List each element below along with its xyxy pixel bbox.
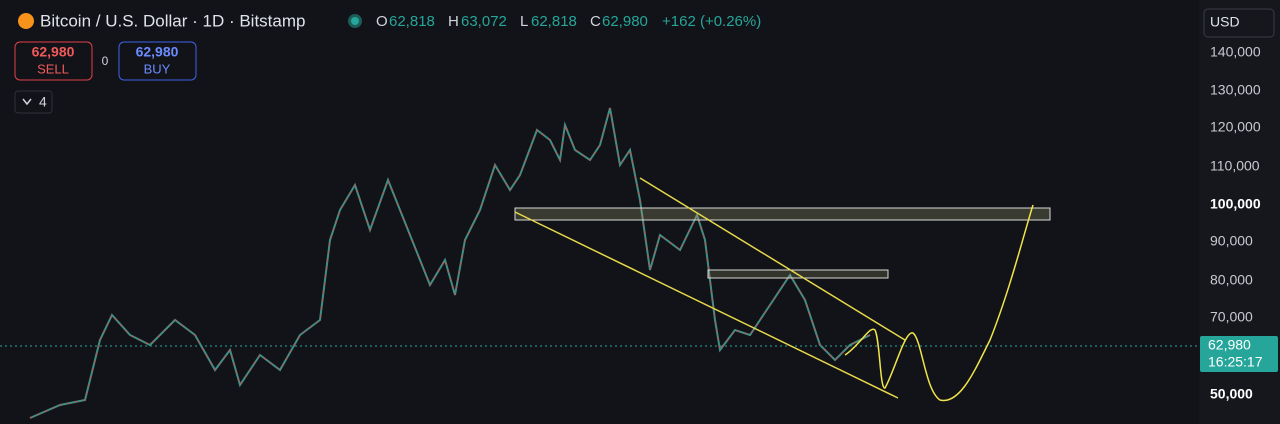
price-tick: 110,000 [1210, 158, 1260, 174]
ohlc-value: 62,818 [389, 13, 435, 30]
sell-label: SELL [37, 61, 69, 76]
chevron [22, 98, 32, 106]
price-tick: 80,000 [1210, 272, 1253, 288]
sell-button[interactable] [14, 41, 93, 81]
symbol-title: Bitcoin / U.S. Dollar · 1D · Bitstamp [40, 11, 305, 30]
last-price: 62,980 [1208, 337, 1251, 353]
countdown: 16:25:17 [1208, 354, 1263, 370]
ohlc-label: H [448, 13, 459, 30]
price-tick: 140,000 [1210, 44, 1261, 60]
price-path-down [29, 107, 871, 419]
resistance-zone [514, 207, 1051, 221]
last-price-badge [1200, 336, 1278, 372]
spread: 0 [102, 54, 109, 68]
ohlc-value: 62,980 [602, 13, 648, 30]
currency: USD [1210, 14, 1240, 30]
price-tick: 130,000 [1210, 82, 1261, 98]
btc-icon [18, 13, 34, 29]
buy-price: 62,980 [136, 44, 179, 60]
currency-selector[interactable] [1203, 8, 1275, 38]
buy-button[interactable] [118, 41, 197, 81]
price-tick: 120,000 [1210, 119, 1261, 135]
channel-upper [639, 177, 906, 341]
indicators-count: 4 [39, 94, 47, 110]
ohlc-value: 62,818 [531, 13, 577, 30]
ohlc-label: C [590, 13, 601, 30]
ohlc-label: L [520, 13, 528, 30]
channel-lower [514, 211, 899, 399]
change: +162 (+0.26%) [662, 13, 761, 30]
buy-label: BUY [144, 61, 171, 76]
indicators-toggle[interactable] [14, 90, 53, 114]
ohlc-label: O [376, 13, 388, 30]
price-tick: 90,000 [1210, 233, 1253, 249]
price-tick: 70,000 [1210, 309, 1253, 325]
projection-curve [844, 204, 1034, 402]
sell-price: 62,980 [32, 44, 75, 60]
price-tick: 100,000 [1210, 196, 1261, 212]
status-dot-core [351, 17, 359, 25]
price-tick: 50,000 [1210, 386, 1253, 402]
ohlc-value: 63,072 [461, 13, 507, 30]
